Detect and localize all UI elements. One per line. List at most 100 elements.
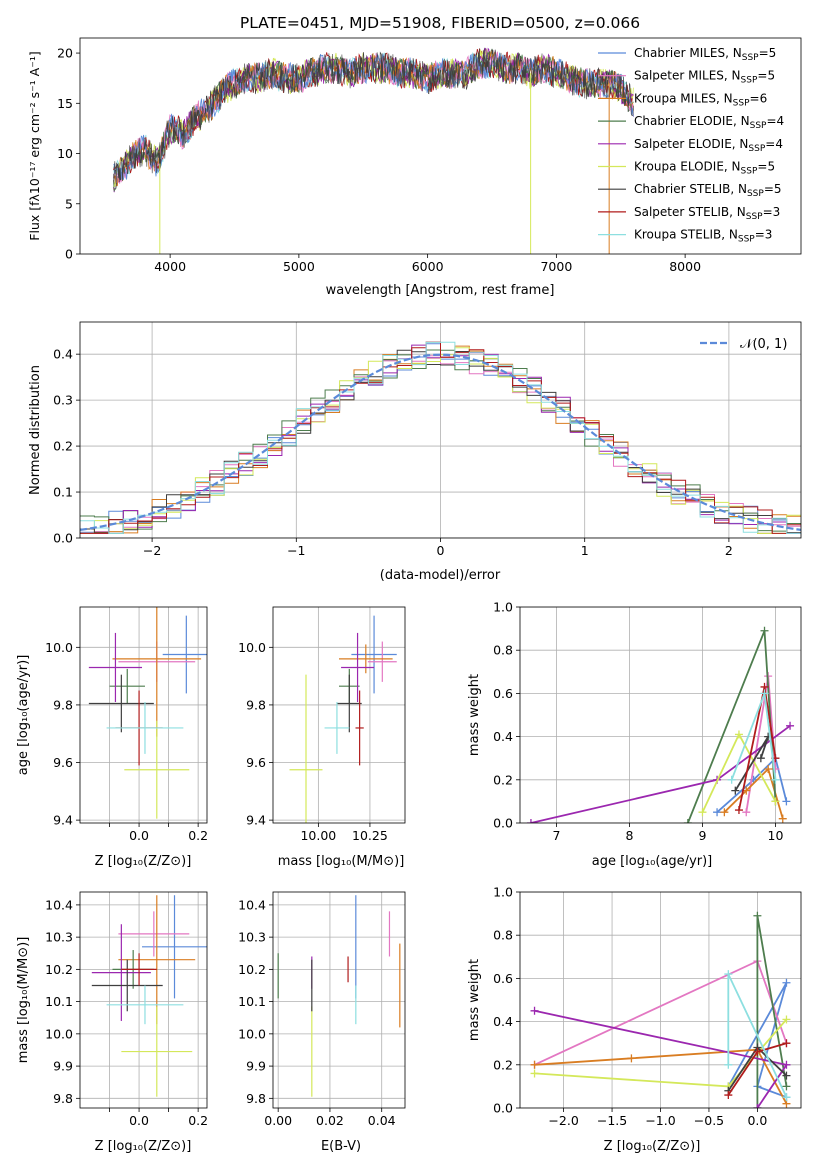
weight-marker: [782, 1093, 791, 1102]
weight-marker: [727, 775, 736, 784]
x-tick-label: 0.0: [129, 1113, 149, 1128]
y-tick-label: 10.4: [238, 897, 266, 912]
x-tick-label: −1.5: [597, 1113, 627, 1128]
x-tick-label: −2: [143, 543, 161, 558]
ebv-vs-mass-xlabel: E(B-V): [321, 1139, 361, 1154]
weight-marker: [742, 808, 751, 817]
histogram-series: [80, 341, 801, 534]
y-tick-label: 10.0: [238, 1026, 266, 1041]
weight-marker: [724, 1060, 733, 1069]
mass-vs-age-panel: 10.00 10.25 9.4 9.6 9.8 10.0: [238, 606, 406, 843]
y-tick-label: 0.4: [53, 347, 73, 362]
x-tick-label: −1: [287, 543, 305, 558]
residuals-ylabel: Normed distribution: [28, 365, 43, 495]
x-tick-label: 6000: [412, 259, 444, 274]
z-vs-age-panel: 0.0 0.2 9.4 9.6 9.8 10.0: [45, 606, 208, 843]
y-tick-label: 9.9: [53, 1059, 73, 1074]
plot-area: [80, 607, 207, 823]
x-tick-label: −2.0: [548, 1113, 578, 1128]
y-tick-label: 10.1: [238, 994, 266, 1009]
weight-marker: [731, 786, 740, 795]
spectrum-ylabel: Flux [fλ10⁻¹⁷ erg cm⁻² s⁻¹ A⁻¹]: [27, 51, 42, 240]
y-tick-label: 9.8: [53, 1091, 73, 1106]
y-tick-label: 20: [57, 46, 73, 61]
legend-label: Chabrier ELODIE, NSSP=4: [634, 114, 784, 131]
y-tick-label: 9.6: [53, 755, 73, 770]
weight-marker: [782, 1082, 791, 1091]
x-tick-label: −0.5: [694, 1113, 724, 1128]
x-tick-label: 7000: [540, 259, 572, 274]
residuals-legend-label: 𝒩(0, 1): [740, 337, 787, 352]
y-tick-label: 10.4: [45, 897, 73, 912]
x-tick-label: 0.00: [264, 1113, 292, 1128]
y-tick-label: 10: [57, 146, 73, 161]
weight-line: [530, 725, 791, 823]
y-tick-label: 5: [65, 196, 73, 211]
axes-frame: [79, 606, 208, 824]
plot-area: [113, 47, 634, 254]
weight-marker: [713, 808, 722, 817]
weight-marker: [530, 1060, 539, 1069]
spectrum-title: PLATE=0451, MJD=51908, FIBERID=0500, z=0…: [240, 14, 640, 32]
legend-label: Salpeter STELIB, NSSP=3: [634, 205, 780, 222]
weight-marker: [734, 730, 743, 739]
weight-marker: [753, 911, 762, 920]
spectrum-data-line: [113, 47, 634, 187]
z-vs-mass-xlabel: Z [log₁₀(Z/Z⊙)]: [95, 1139, 192, 1154]
z-vs-mass-panel: 0.0 0.2 9.8 9.9 10.0 10.1 10.2 10.3 10.4: [45, 891, 208, 1128]
y-tick-label: 0: [65, 247, 73, 262]
x-tick-label: 9: [698, 828, 706, 843]
weight-marker: [782, 797, 791, 806]
weight-marker: [771, 775, 780, 784]
y-tick-label: 0.2: [53, 439, 73, 454]
residuals-xlabel: (data-model)/error: [380, 568, 501, 583]
x-tick-label: 0.2: [188, 1113, 208, 1128]
y-tick-label: 0.2: [493, 772, 513, 787]
weight-marker: [753, 1047, 762, 1056]
y-tick-label: 0.3: [53, 393, 73, 408]
weight-marker: [778, 814, 787, 823]
legend-label: Kroupa MILES, NSSP=6: [634, 91, 767, 108]
axes-frame: [79, 891, 208, 1109]
y-tick-label: 0.8: [493, 643, 513, 658]
z-vs-mass-ylabel: mass [log₁₀(M/M⊙)]: [16, 937, 31, 1064]
y-tick-label: 10.0: [45, 640, 73, 655]
weight-marker: [782, 1060, 791, 1069]
gaussian-curve: [80, 353, 801, 531]
y-tick-label: 9.8: [53, 697, 73, 712]
age-vs-weight-ylabel: mass weight: [467, 674, 482, 756]
weight-marker: [683, 819, 692, 823]
mass-vs-age-xlabel: mass [log₁₀(M/M⊙)]: [278, 854, 405, 869]
histogram-series: [80, 347, 801, 534]
x-tick-label: 0.04: [368, 1113, 396, 1128]
y-tick-label: 0.4: [493, 729, 513, 744]
y-tick-label: 0.1: [53, 485, 73, 500]
x-tick-label: 2: [725, 543, 733, 558]
x-tick-label: 8000: [669, 259, 701, 274]
y-tick-label: 10.3: [45, 930, 73, 945]
plot-area: [80, 322, 801, 538]
x-tick-label: 0: [437, 543, 445, 558]
y-tick-label: 0.0: [493, 1101, 513, 1116]
y-tick-label: 10.0: [238, 640, 266, 655]
plot-area: [273, 892, 405, 1108]
legend-label: Salpeter ELODIE, NSSP=4: [634, 137, 783, 154]
spectrum-panel: 4000 5000 6000 7000 8000 0 5 10 15 20 Chabrier MIL…: [57, 37, 802, 274]
x-tick-label: 8: [626, 828, 634, 843]
x-tick-label: 0.02: [316, 1113, 344, 1128]
y-tick-label: 10.1: [45, 994, 73, 1009]
y-tick-label: 0.4: [493, 1014, 513, 1029]
axes-frame: [519, 606, 802, 824]
z-vs-weight-xlabel: Z [log₁₀(Z/Z⊙)]: [604, 1139, 701, 1154]
weight-line: [756, 915, 788, 1108]
axes-frame: [79, 37, 802, 255]
y-tick-label: 1.0: [493, 600, 513, 615]
x-tick-label: 10.25: [352, 828, 388, 843]
y-tick-label: 0.0: [493, 816, 513, 831]
y-tick-label: 9.4: [53, 813, 73, 828]
y-tick-label: 9.4: [246, 813, 266, 828]
weight-marker: [526, 819, 535, 823]
axes-frame: [272, 891, 406, 1109]
z-vs-age-ylabel: age [log₁₀(age/yr)]: [16, 655, 31, 776]
legend-label: Salpeter MILES, NSSP=5: [634, 69, 775, 86]
